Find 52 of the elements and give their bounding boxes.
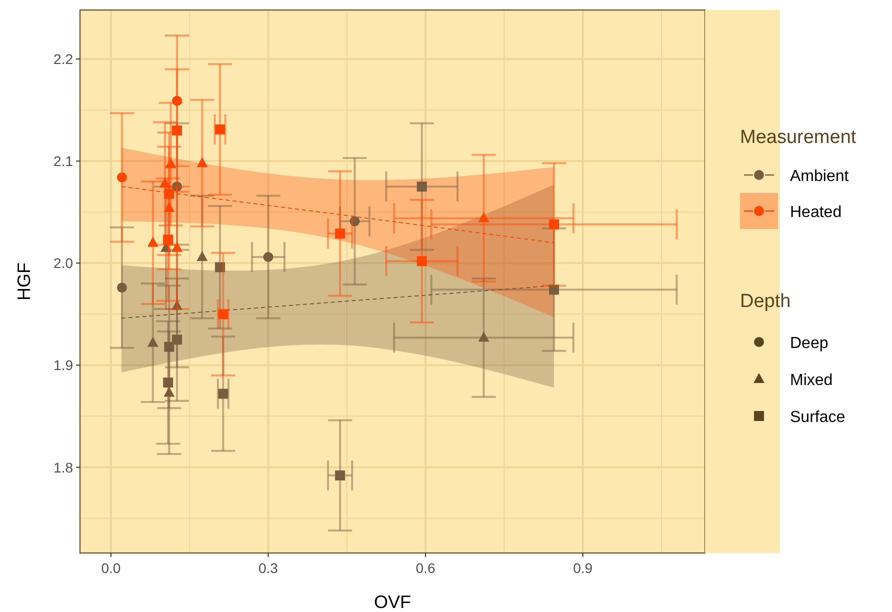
point [478,212,490,222]
y-tick-label: 2.0 [54,255,74,272]
y-tick-label: 1.8 [54,459,74,476]
point [335,470,346,480]
point [416,182,427,192]
point [163,378,174,388]
text: Mixed [790,372,833,389]
text: Depth [740,291,791,312]
x-axis-title: OVF [374,592,412,612]
point [164,342,174,352]
legend-label: Ambient [790,168,850,185]
x-tick-label: 0.0 [101,560,121,576]
point [147,336,158,347]
point [165,158,176,168]
point [214,262,225,272]
point [172,182,182,192]
text: Surface [790,409,846,426]
point [478,332,490,342]
text: Measurement [740,127,856,148]
point [164,386,175,397]
point [172,125,182,136]
point [350,216,360,226]
y-axis-title: HGF [14,262,34,300]
point [116,282,127,293]
point [218,388,228,399]
point [164,202,175,212]
point [416,256,427,266]
point [172,300,182,310]
y-tick-label: 2.1 [54,153,74,170]
point [548,219,559,230]
point [147,236,158,247]
point [163,234,174,245]
legend-label: Heated [790,204,842,221]
y-tick-label: 1.9 [54,357,74,374]
point [335,228,346,239]
y-tick-label: 2.2 [54,50,74,67]
point [172,96,182,106]
point [196,157,208,168]
point [116,172,127,182]
point [263,252,274,262]
point [548,284,559,295]
point [218,309,228,320]
x-tick-label: 0.9 [573,560,593,576]
text: Deep [790,335,828,352]
x-tick-label: 0.6 [416,560,436,576]
point [164,188,174,199]
point [159,178,170,188]
point [172,334,182,345]
point [196,251,208,262]
point [214,124,225,134]
x-tick-label: 0.3 [258,560,278,576]
point [172,242,182,252]
